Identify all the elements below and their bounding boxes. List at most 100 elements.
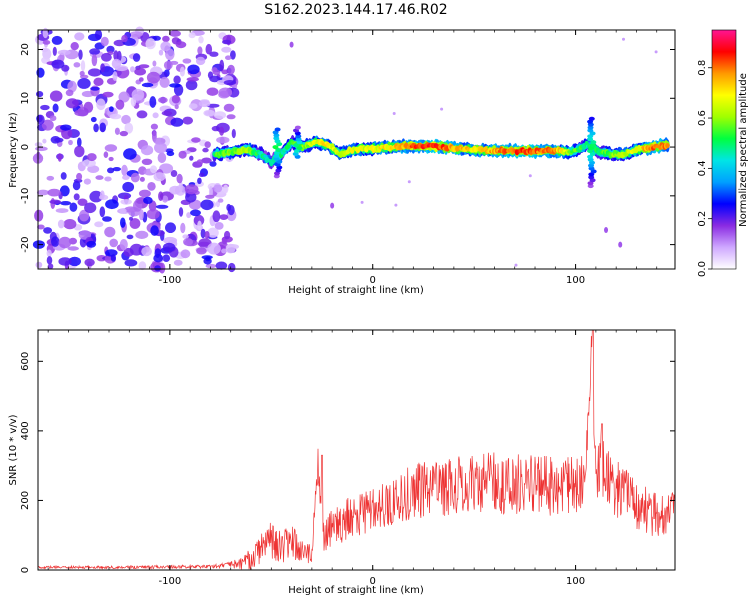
spectrogram-cell: [188, 32, 196, 39]
spectrogram-cell: [70, 42, 79, 51]
spectrogram-cell: [149, 96, 157, 108]
snr-series-line: [37, 329, 676, 570]
x-tick-label: 0: [370, 576, 376, 587]
spectrogram-cell: [215, 261, 228, 270]
spectrogram-cell: [654, 50, 658, 54]
spectrogram-cell: [205, 43, 213, 55]
spectrogram-cell: [295, 137, 302, 142]
spectrogram-cell: [131, 88, 145, 101]
spectrogram-cell: [58, 257, 72, 266]
spectrogram-cell: [514, 263, 518, 267]
spectrogram-cell: [289, 41, 294, 48]
spectrogram-cell: [51, 35, 63, 45]
spectrogram-cell: [273, 156, 280, 161]
colorbar-ticks: 0.0 0.2 0.4 0.6 0.8: [697, 60, 712, 277]
spectrogram-cell: [161, 110, 173, 116]
spectrogram-cell: [150, 123, 158, 130]
spectrogram-cell: [622, 37, 625, 41]
spectrogram-cell: [141, 82, 154, 88]
spectrogram-cell: [119, 239, 128, 251]
spectrogram-cell: [155, 204, 169, 209]
spectrogram-cell: [162, 35, 170, 43]
top-x-ticks: -100 0 100: [47, 30, 658, 286]
spectrogram-cell: [89, 48, 100, 55]
spectrogram-cell: [230, 50, 236, 60]
spectrogram-cell: [69, 202, 78, 212]
y-tick-label: 0: [20, 567, 31, 573]
spectrogram-cell: [120, 217, 126, 228]
spectrogram-cell: [46, 256, 53, 265]
spectrogram-cell: [104, 176, 112, 182]
spectrogram-cell: [178, 181, 183, 193]
spectrogram-cell: [122, 175, 130, 180]
spectrogram-cell: [197, 46, 203, 55]
spectrogram-cell: [587, 125, 594, 130]
spectrogram-cell: [158, 49, 164, 56]
spectrogram-cell: [196, 159, 204, 166]
spectrogram-cell: [41, 47, 49, 53]
spectrogram-cell: [87, 165, 100, 174]
spectrogram-cell: [206, 87, 219, 96]
spectrogram-cell: [185, 192, 197, 203]
spectrogram-cell: [113, 39, 126, 47]
spectrogram-cell: [174, 104, 179, 110]
spectrogram-cell: [295, 134, 302, 139]
spectrogram-cell: [121, 114, 131, 125]
spectrogram-cell: [179, 66, 185, 77]
spectrogram-cell: [587, 184, 594, 189]
spectrogram-cell: [130, 172, 140, 183]
spectrogram-cell: [136, 110, 148, 119]
spectrogram-cell: [110, 254, 116, 262]
spectrogram-cell: [141, 158, 153, 165]
spectrogram-cell: [186, 77, 199, 82]
spectrogram-cell: [152, 112, 159, 119]
spectrogram-cell: [129, 216, 133, 221]
spectrogram-cell: [47, 188, 61, 197]
spectrogram-cell: [106, 45, 115, 54]
spectrogram-cell: [60, 172, 67, 180]
spectrogram-cell: [80, 60, 86, 72]
y-tick-label: 10: [20, 92, 31, 105]
spectrogram-cell: [42, 138, 47, 144]
spectrogram-cell: [590, 140, 597, 145]
spectrogram-cell: [198, 100, 211, 108]
spectrogram-cell: [46, 175, 55, 181]
spectrogram-cell: [138, 77, 144, 82]
colorbar-tick-label: 0.2: [697, 211, 708, 227]
spectrogram-cell: [139, 176, 145, 182]
spectrogram-cell: [93, 123, 99, 133]
spectrogram-cell: [90, 116, 97, 123]
spectrogram-cell: [112, 167, 122, 172]
spectrogram-cell: [221, 46, 232, 53]
spectrogram-cell: [293, 143, 300, 148]
spectrogram-cell: [119, 130, 128, 137]
spectrogram-cell: [221, 69, 229, 75]
spectrogram-cell: [169, 30, 181, 37]
top-y-ticks: -20 -10 0 10 20: [20, 43, 675, 253]
spectrogram-cell: [196, 247, 207, 255]
spectrogram-cell: [67, 80, 77, 93]
spectrogram-cell: [208, 186, 213, 198]
spectrogram-cell: [590, 143, 596, 148]
spectrogram-cell: [162, 195, 169, 203]
spectrogram-cell: [212, 69, 221, 76]
spectrogram-cell: [273, 174, 280, 179]
spectrogram-cell: [218, 87, 233, 98]
spectrogram-cell: [143, 196, 153, 204]
spectrogram-cell: [190, 209, 201, 217]
spectrogram-cell: [153, 254, 164, 263]
y-tick-label: -10: [20, 188, 31, 204]
spectrogram-cell: [589, 151, 596, 156]
x-tick-label: 100: [566, 576, 585, 587]
spectrogram-cell: [158, 262, 166, 274]
spectrogram-cell: [225, 55, 232, 60]
spectrogram-cell: [109, 113, 122, 120]
spectrogram-cell: [60, 201, 72, 206]
spectrogram-cell: [95, 175, 104, 180]
spectrogram-cell: [63, 219, 77, 230]
spectrogram-cell: [119, 208, 127, 214]
spectrogram-cell: [275, 148, 282, 152]
spectrogram-cell: [83, 101, 94, 113]
bottom-y-axis-label: SNR (10 * v/v): [8, 414, 19, 485]
